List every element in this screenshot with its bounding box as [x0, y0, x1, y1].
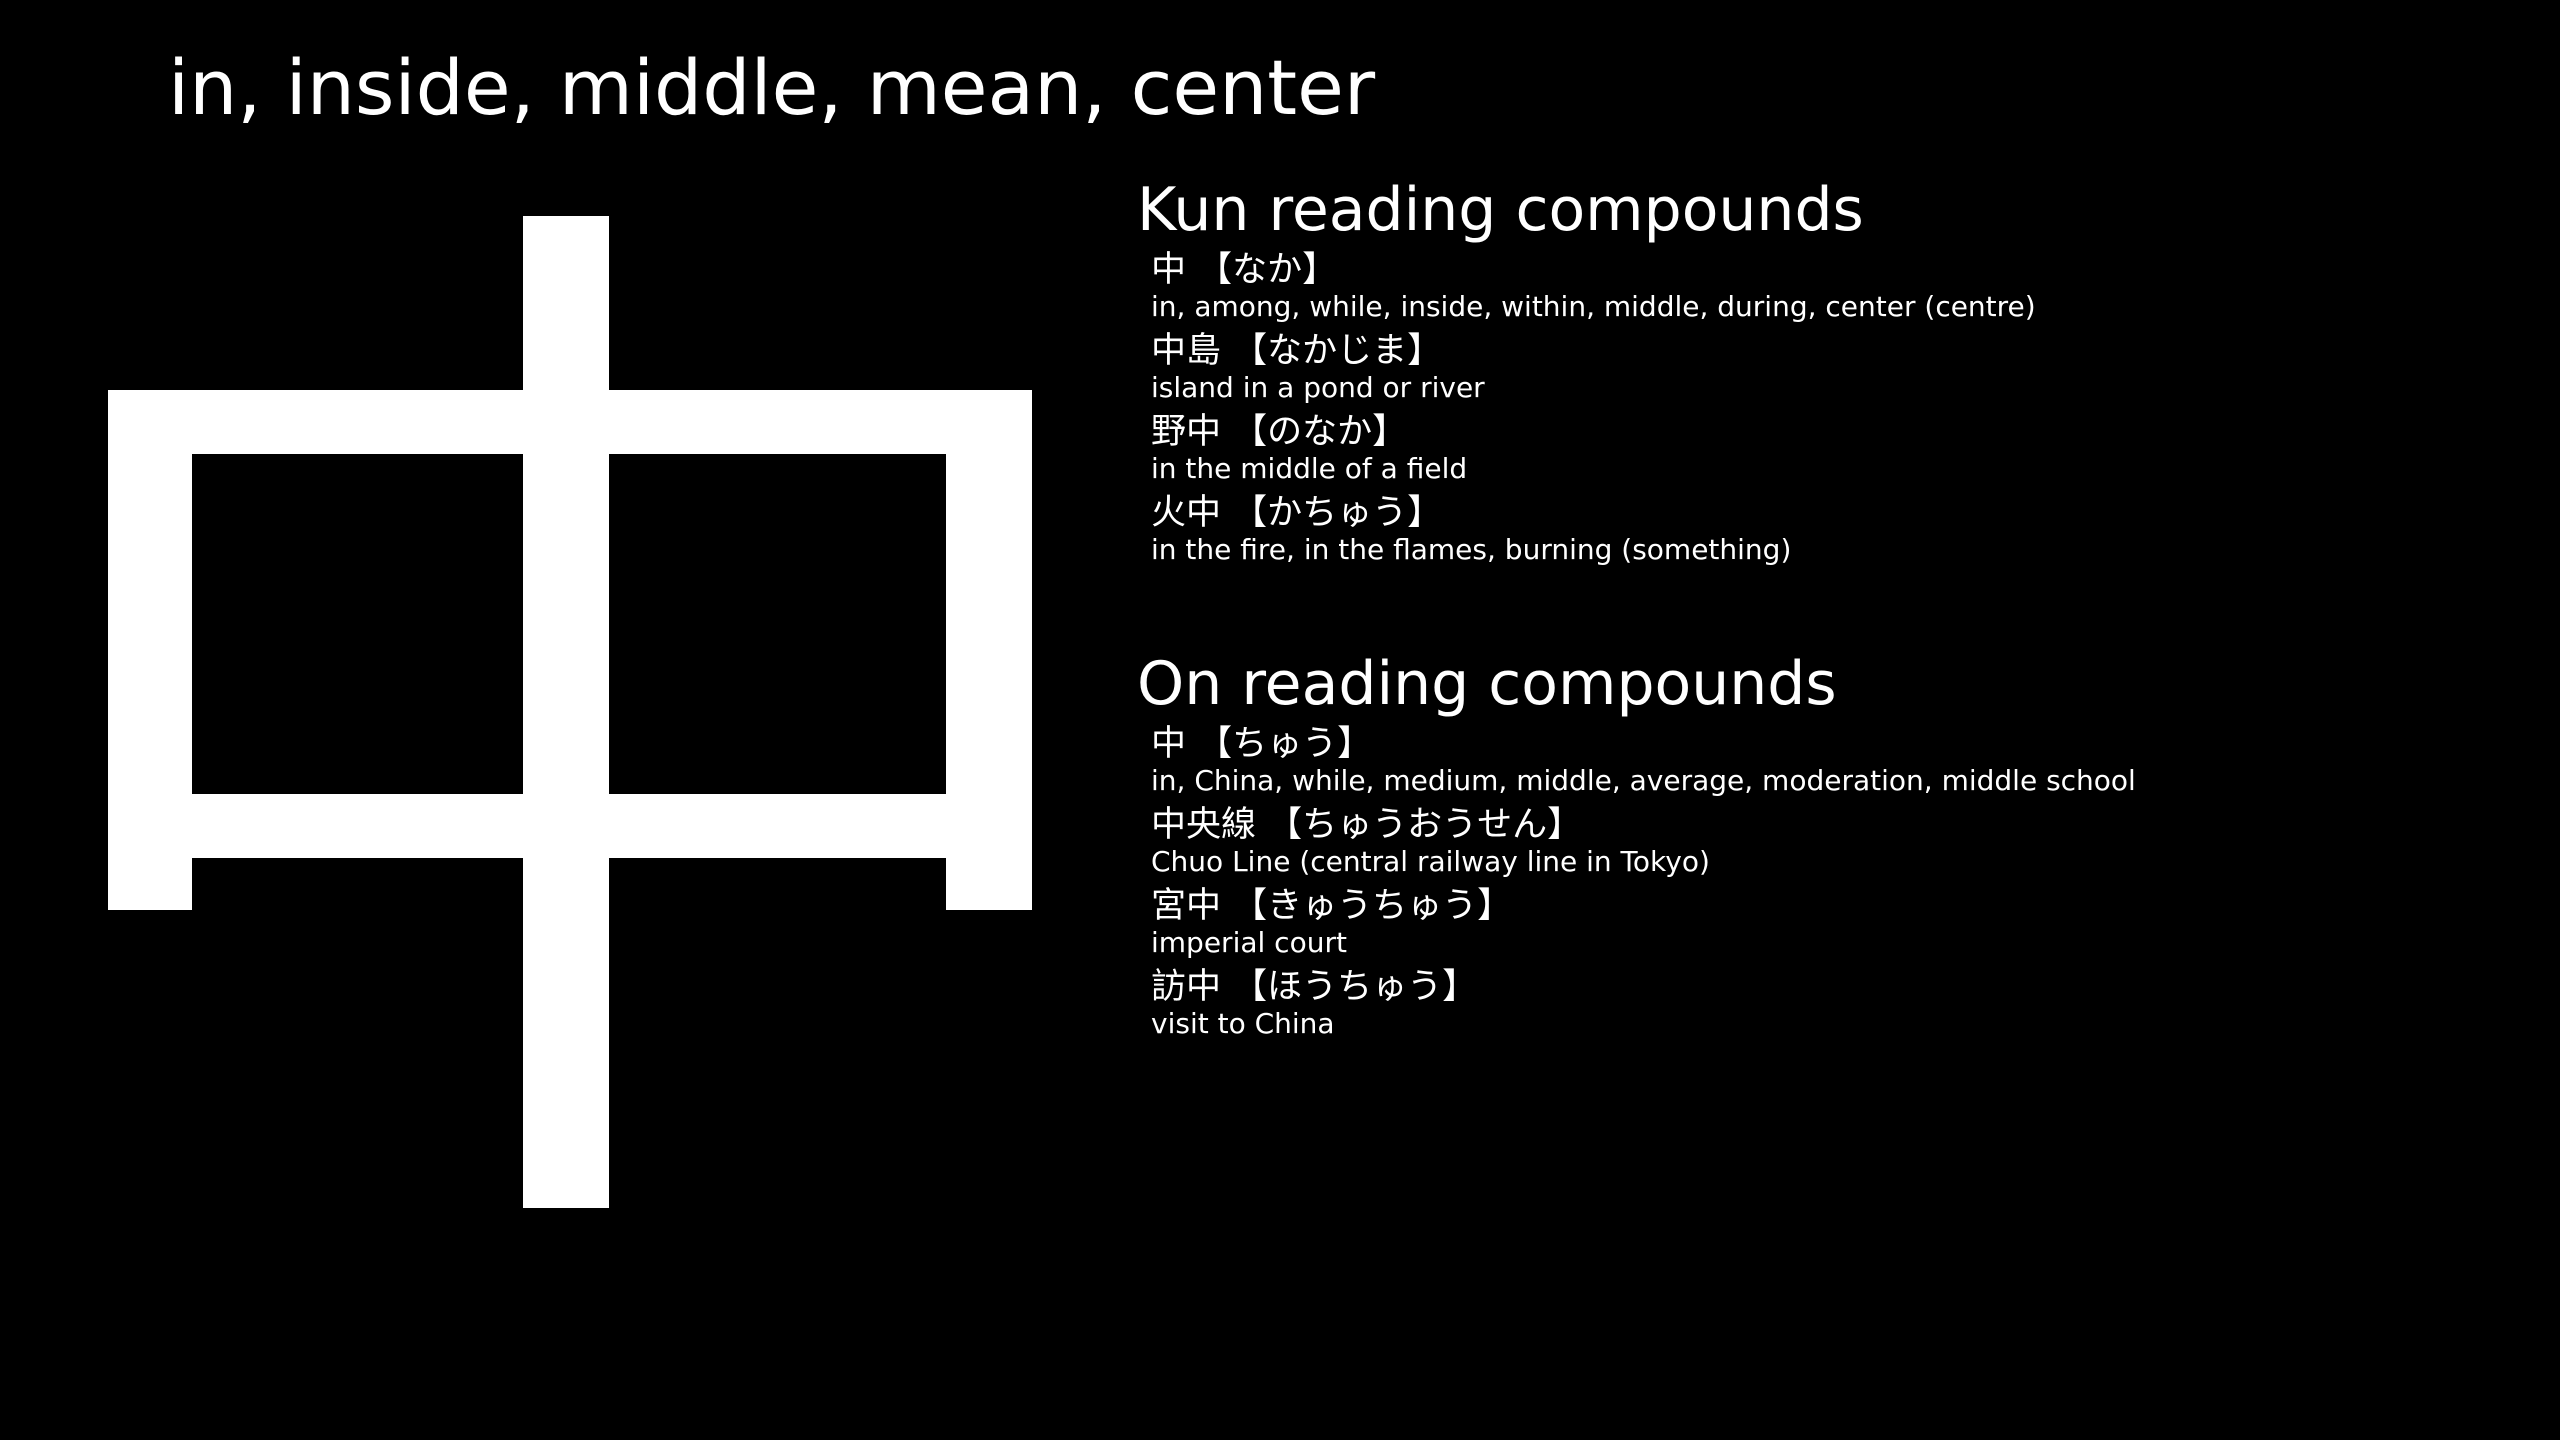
- on-reading-heading: On reading compounds: [1137, 649, 1837, 719]
- on-reading-section: On reading compounds 中 【ちゅう】 in, China, …: [1137, 646, 2537, 1048]
- kanji-meaning: in, inside, middle, mean, center: [168, 43, 1376, 132]
- compound-word: 訪中 【ほうちゅう】: [1151, 967, 1478, 1007]
- compound-word: 宮中 【きゅうちゅう】: [1151, 886, 1513, 926]
- kanji-glyph: [108, 216, 1032, 1208]
- compound-gloss: island in a pond or river: [1151, 371, 1485, 404]
- compound-word: 中 【ちゅう】: [1151, 724, 1373, 764]
- kun-compound-entry: 火中 【かちゅう】 in the fire, in the flames, bu…: [1151, 493, 2537, 574]
- compound-gloss: visit to China: [1151, 1007, 1335, 1040]
- on-compound-entry: 中 【ちゅう】 in, China, while, medium, middle…: [1151, 724, 2537, 805]
- kanji-strokes: [108, 216, 1032, 1208]
- compound-word: 中央線 【ちゅうおうせん】: [1151, 805, 1583, 845]
- compound-gloss: imperial court: [1151, 926, 1347, 959]
- compound-gloss: in, among, while, inside, within, middle…: [1151, 290, 2036, 323]
- kun-reading-section: Kun reading compounds 中 【なか】 in, among, …: [1137, 172, 2537, 574]
- compound-word: 中 【なか】: [1151, 250, 1338, 290]
- kun-reading-heading: Kun reading compounds: [1137, 175, 1864, 245]
- compound-gloss: in, China, while, medium, middle, averag…: [1151, 764, 2136, 797]
- kun-compound-entry: 中 【なか】 in, among, while, inside, within,…: [1151, 250, 2537, 331]
- kun-compound-entry: 野中 【のなか】 in the middle of a field: [1151, 412, 2537, 493]
- kanji-stroke-vertical: [523, 216, 609, 1208]
- on-compound-entry: 宮中 【きゅうちゅう】 imperial court: [1151, 886, 2537, 967]
- compound-word: 野中 【のなか】: [1151, 412, 1408, 452]
- compound-gloss: in the middle of a field: [1151, 452, 1468, 485]
- kanji-glyph-drawing: [108, 216, 1032, 1208]
- kun-compound-entry: 中島 【なかじま】 island in a pond or river: [1151, 331, 2537, 412]
- on-compound-entry: 訪中 【ほうちゅう】 visit to China: [1151, 967, 2537, 1048]
- compound-word: 中島 【なかじま】: [1151, 331, 1443, 371]
- compound-gloss: in the fire, in the flames, burning (som…: [1151, 533, 1792, 566]
- on-compound-entry: 中央線 【ちゅうおうせん】 Chuo Line (central railway…: [1151, 805, 2537, 886]
- compound-word: 火中 【かちゅう】: [1151, 493, 1443, 533]
- compound-gloss: Chuo Line (central railway line in Tokyo…: [1151, 845, 1710, 878]
